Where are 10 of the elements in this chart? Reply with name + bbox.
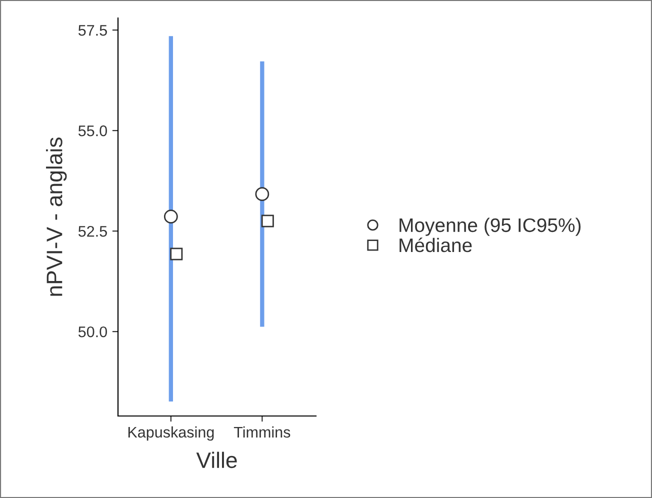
y-axis-title: nPVI-V - anglais <box>46 138 67 296</box>
x-tick-label: Kapuskasing <box>128 426 214 441</box>
y-tick-label: 52.5 <box>78 226 107 237</box>
x-axis-title: Ville <box>196 452 237 468</box>
y-tick-label: 57.5 <box>78 25 107 36</box>
legend-label: Moyenne (95 IC95%) <box>400 218 581 236</box>
y-tick-label: 50.0 <box>78 326 107 338</box>
legend-label: Médiane <box>400 238 472 252</box>
y-tick-label: 55.0 <box>78 125 107 136</box>
x-tick-label: Timmins <box>234 426 290 438</box>
